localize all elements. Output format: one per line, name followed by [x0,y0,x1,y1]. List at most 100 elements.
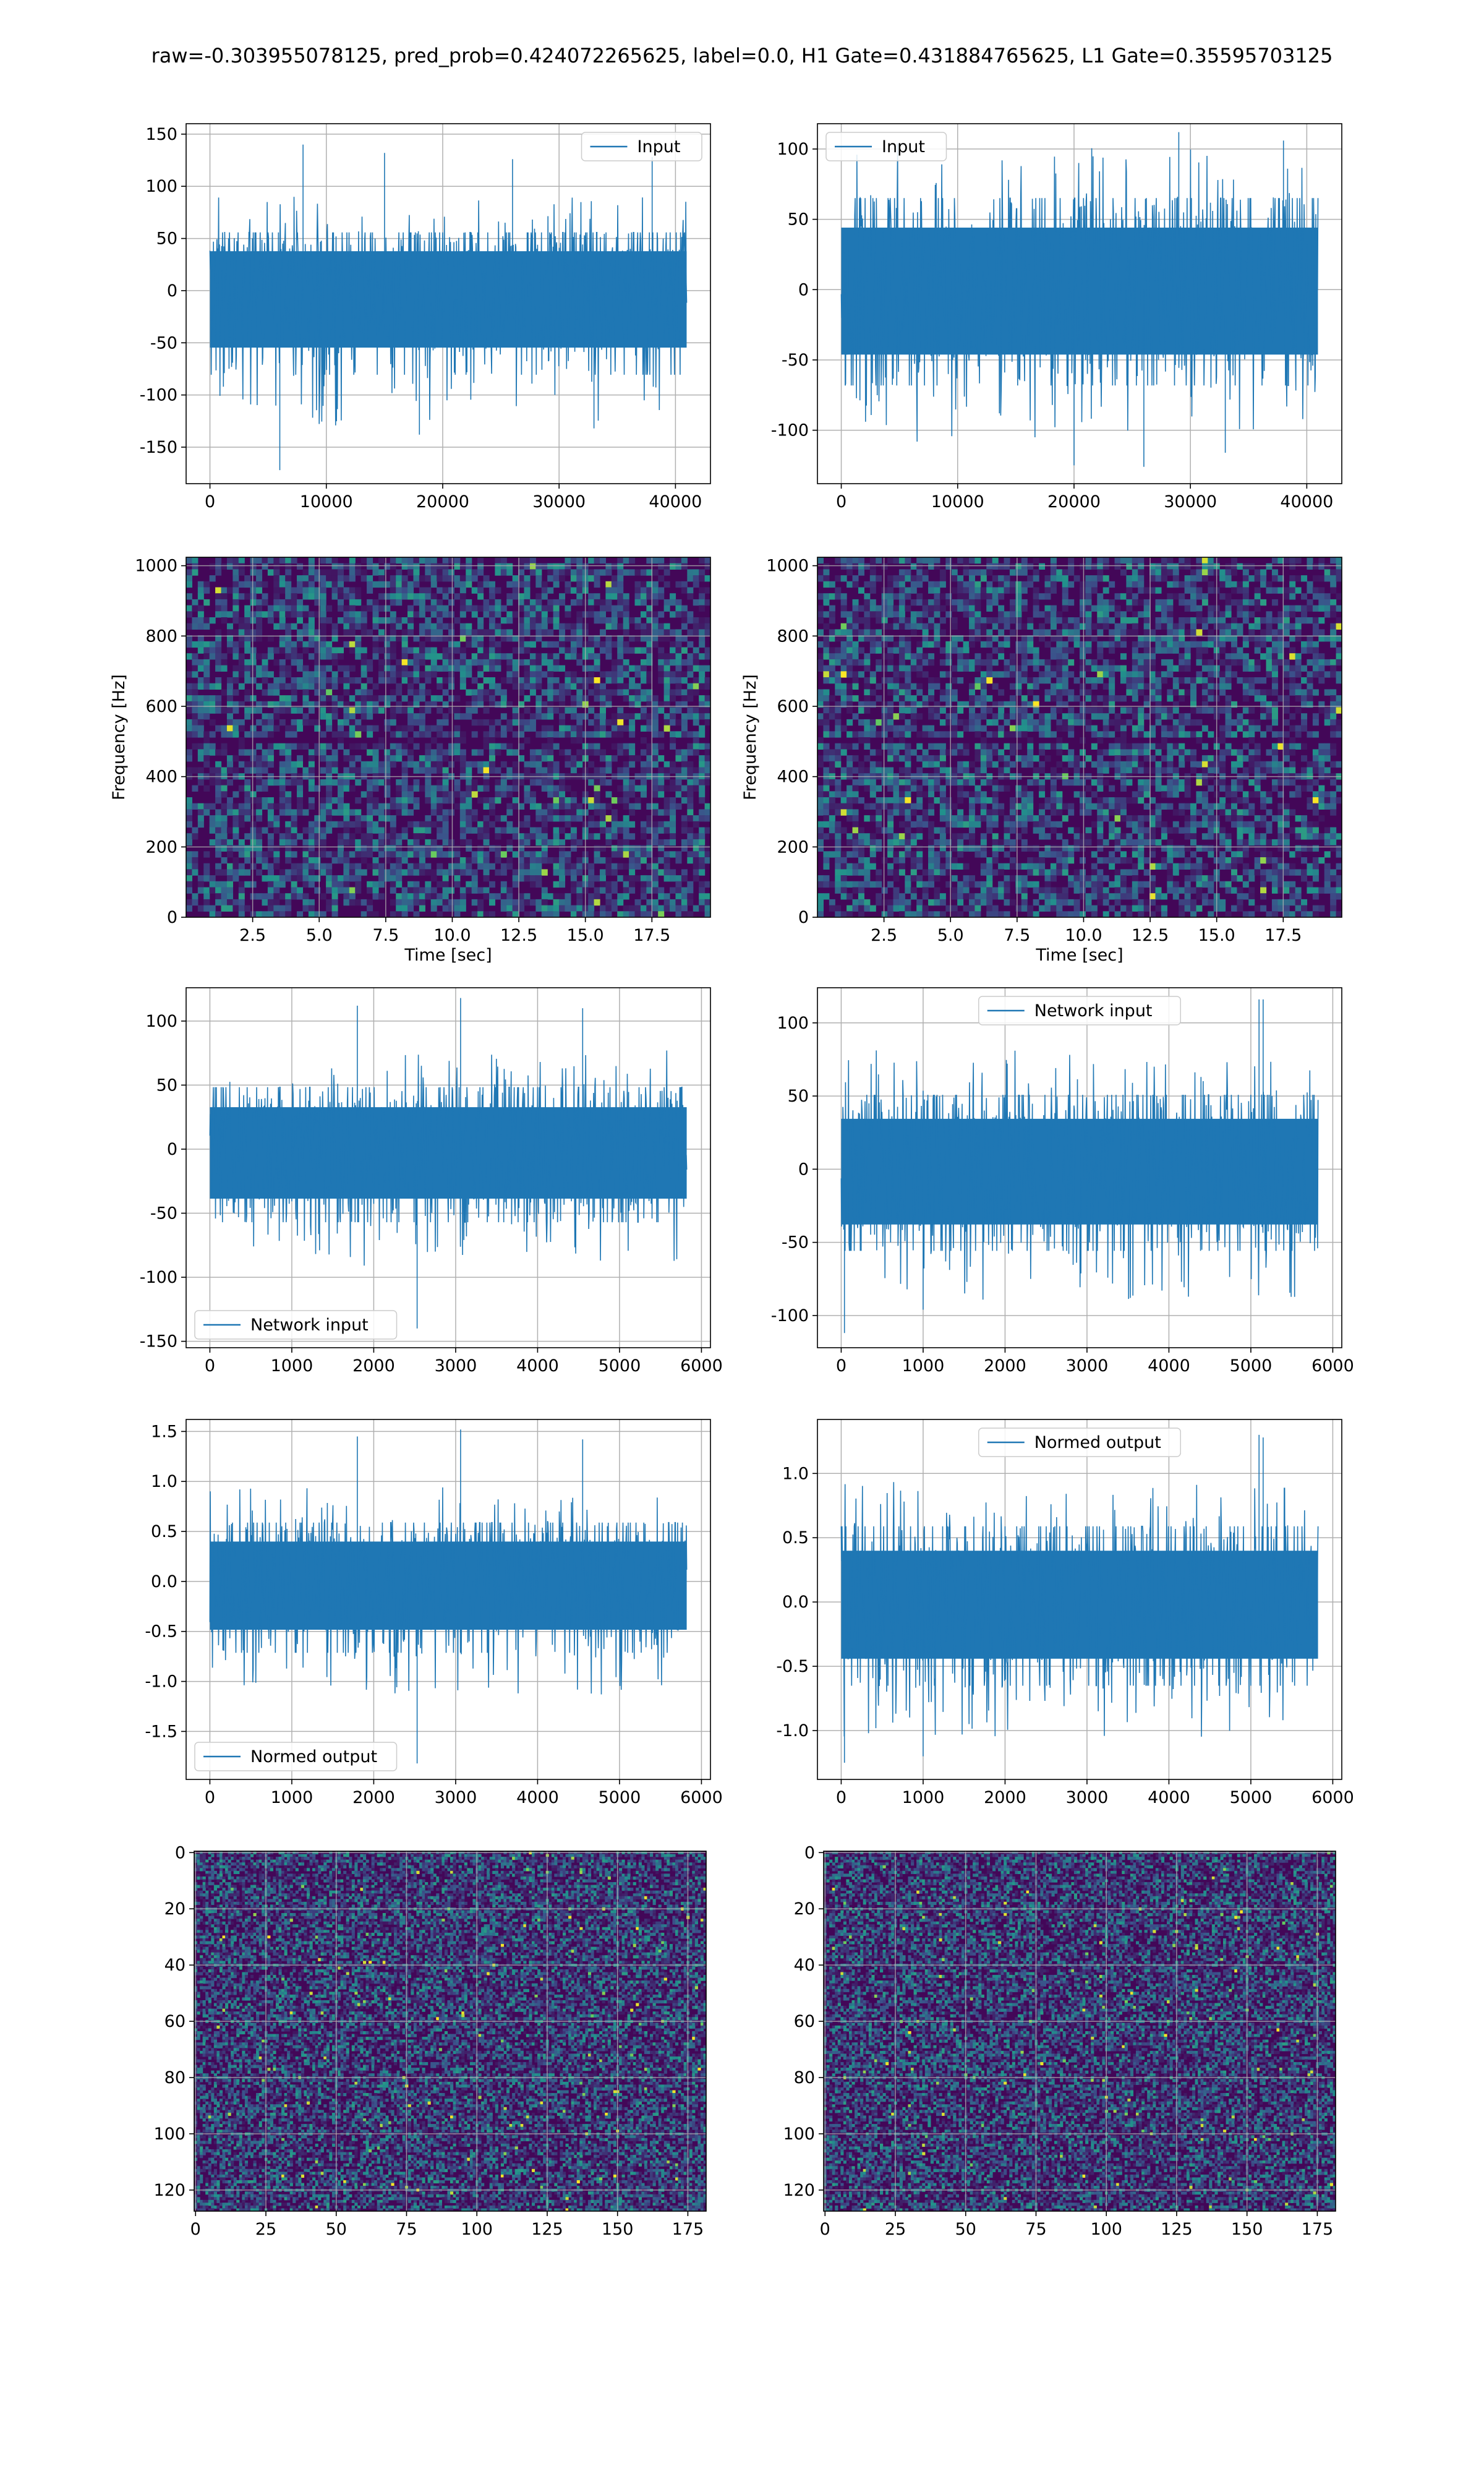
legend: Input [581,132,702,161]
subplot-p42: 0 1000 2000 3000 4000 5000 6000 -1.0 -0.5 0.0 0.5 1… [776,1419,1354,1807]
plot-area [824,1851,1336,2211]
plot-area [817,1419,1342,1779]
x-tick-label: 5000 [599,1788,641,1807]
x-tick-label: 2000 [984,1788,1026,1807]
y-tick-label: 60 [794,2012,815,2031]
y-tick-label: -100 [140,1268,177,1287]
x-tick-label: 175 [672,2220,704,2239]
x-tick-label: 10.0 [1065,926,1102,945]
subplot-p32: 0 1000 2000 3000 4000 5000 6000 -100 -50 0 50 100 Ne… [771,987,1354,1376]
x-tick-label: 2.5 [871,926,897,945]
legend: Network input [194,1310,398,1340]
y-tick-label: 600 [145,697,177,716]
y-tick-label: -0.5 [776,1657,809,1676]
series-line-1 [840,1434,1319,1763]
x-tick-label: 4000 [1148,1788,1190,1807]
y-tick-label: 400 [777,768,809,787]
axes-frame [817,557,1342,918]
tick-labels: 0 25 50 75 100 125 150 175 0 20 40 60 80 100 120 [783,1843,1333,2239]
y-tick-label: 1000 [766,557,809,576]
y-tick-label: 50 [156,1076,177,1095]
y-tick-label: 40 [794,1956,815,1975]
x-axis-label: Time [sec] [1035,946,1123,965]
series-line-1 [209,1429,688,1764]
plot-area [817,124,1342,484]
y-tick-label: 200 [777,837,809,857]
subplot-p31: 0 1000 2000 3000 4000 5000 6000 -150 -100 -50 0 50 1… [140,987,723,1376]
x-tick-label: 2.5 [239,926,266,945]
y-tick-label: 1.0 [782,1464,809,1483]
x-tick-label: 1000 [271,1788,313,1807]
y-tick-label: -1.5 [145,1722,177,1741]
subplot-p22: 2.5 5.0 7.5 10.0 12.5 15.0 17.5 0 200 400 600 800 10… [741,557,1342,965]
y-tick-label: 80 [164,2068,186,2087]
y-tick-label: -0.5 [145,1622,177,1641]
x-tick-label: 10.0 [433,926,471,945]
y-tick-label: 100 [153,2125,186,2144]
y-tick-label: 100 [777,1014,809,1033]
subplot-p11: 0 10000 20000 30000 40000 -150 -100 -50 0 50 100 15… [140,123,711,511]
x-tick-label: 4000 [516,1788,559,1807]
x-tick-label: 5.0 [306,926,333,945]
plot-area [186,124,710,484]
x-tick-label: 10000 [300,492,353,511]
x-tick-label: 15.0 [1198,926,1235,945]
x-tick-label: 6000 [1311,1788,1354,1807]
grid-lines [817,557,1342,917]
x-tick-label: 0 [205,1788,215,1807]
plot-area [817,557,1342,917]
legend: Network input [978,996,1181,1025]
tick-labels: 0 1000 2000 3000 4000 5000 6000 -1.0 -0.5 0.0 0.5 1… [776,1464,1354,1807]
y-tick-label: 100 [777,140,809,159]
tick-labels: 0 1000 2000 3000 4000 5000 6000 -100 -50 0 50 100 [771,1014,1354,1376]
y-tick-label: 0.0 [151,1572,177,1591]
axes-frame [186,1419,711,1780]
plot-area [186,1419,710,1779]
x-tick-label: 6000 [680,1356,723,1376]
x-tick-label: 12.5 [1132,926,1169,945]
x-tick-label: 125 [1161,2220,1193,2239]
y-tick-label: -100 [771,1306,809,1325]
x-tick-label: 0 [190,2220,201,2239]
tick-labels: 0 1000 2000 3000 4000 5000 6000 -1.5 -1.0 -0.5 0.0… [145,1422,722,1807]
x-tick-label: 30000 [1164,492,1217,511]
x-tick-label: 0 [836,492,846,511]
x-tick-label: 2000 [352,1788,395,1807]
axes-frame [186,557,711,918]
y-tick-label: 20 [794,1899,815,1919]
y-tick-label: 50 [788,210,809,229]
axes-frame [186,123,711,484]
x-tick-label: 3000 [435,1788,477,1807]
grid-lines [186,557,710,917]
x-tick-label: 3000 [1066,1356,1109,1376]
x-axis-label: Time [sec] [404,946,492,965]
x-tick-label: 7.5 [1004,926,1030,945]
y-tick-label: -100 [771,421,809,440]
y-tick-label: 0.5 [151,1522,177,1541]
x-tick-label: 40000 [649,492,702,511]
x-tick-label: 0 [836,1788,846,1807]
y-tick-label: 100 [145,177,177,196]
x-tick-label: 50 [326,2220,347,2239]
y-tick-label: -100 [140,386,177,405]
tick-labels: 0 10000 20000 30000 40000 -150 -100 -50 0 50 100 15… [140,125,702,511]
x-tick-label: 3000 [1066,1788,1109,1807]
x-tick-label: 75 [1025,2220,1046,2239]
axes-frame [194,1851,707,2212]
y-tick-label: 60 [164,2012,186,2031]
y-tick-label: 80 [794,2068,815,2087]
plot-area [186,988,710,1348]
series-line-1 [209,144,688,471]
y-tick-label: -1.0 [145,1672,177,1692]
tick-labels: 0 1000 2000 3000 4000 5000 6000 -150 -100 -50 0 50 1… [140,1012,723,1376]
x-tick-label: 10000 [931,492,984,511]
x-tick-label: 17.5 [1264,926,1302,945]
axes-frame [817,123,1342,484]
x-tick-label: 0 [836,1356,846,1376]
y-axis-label: Frequency [Hz] [741,674,760,800]
y-tick-label: 50 [156,229,177,249]
y-tick-label: 600 [777,697,809,716]
legend-label: Input [638,137,681,156]
y-tick-label: 1000 [135,557,177,576]
